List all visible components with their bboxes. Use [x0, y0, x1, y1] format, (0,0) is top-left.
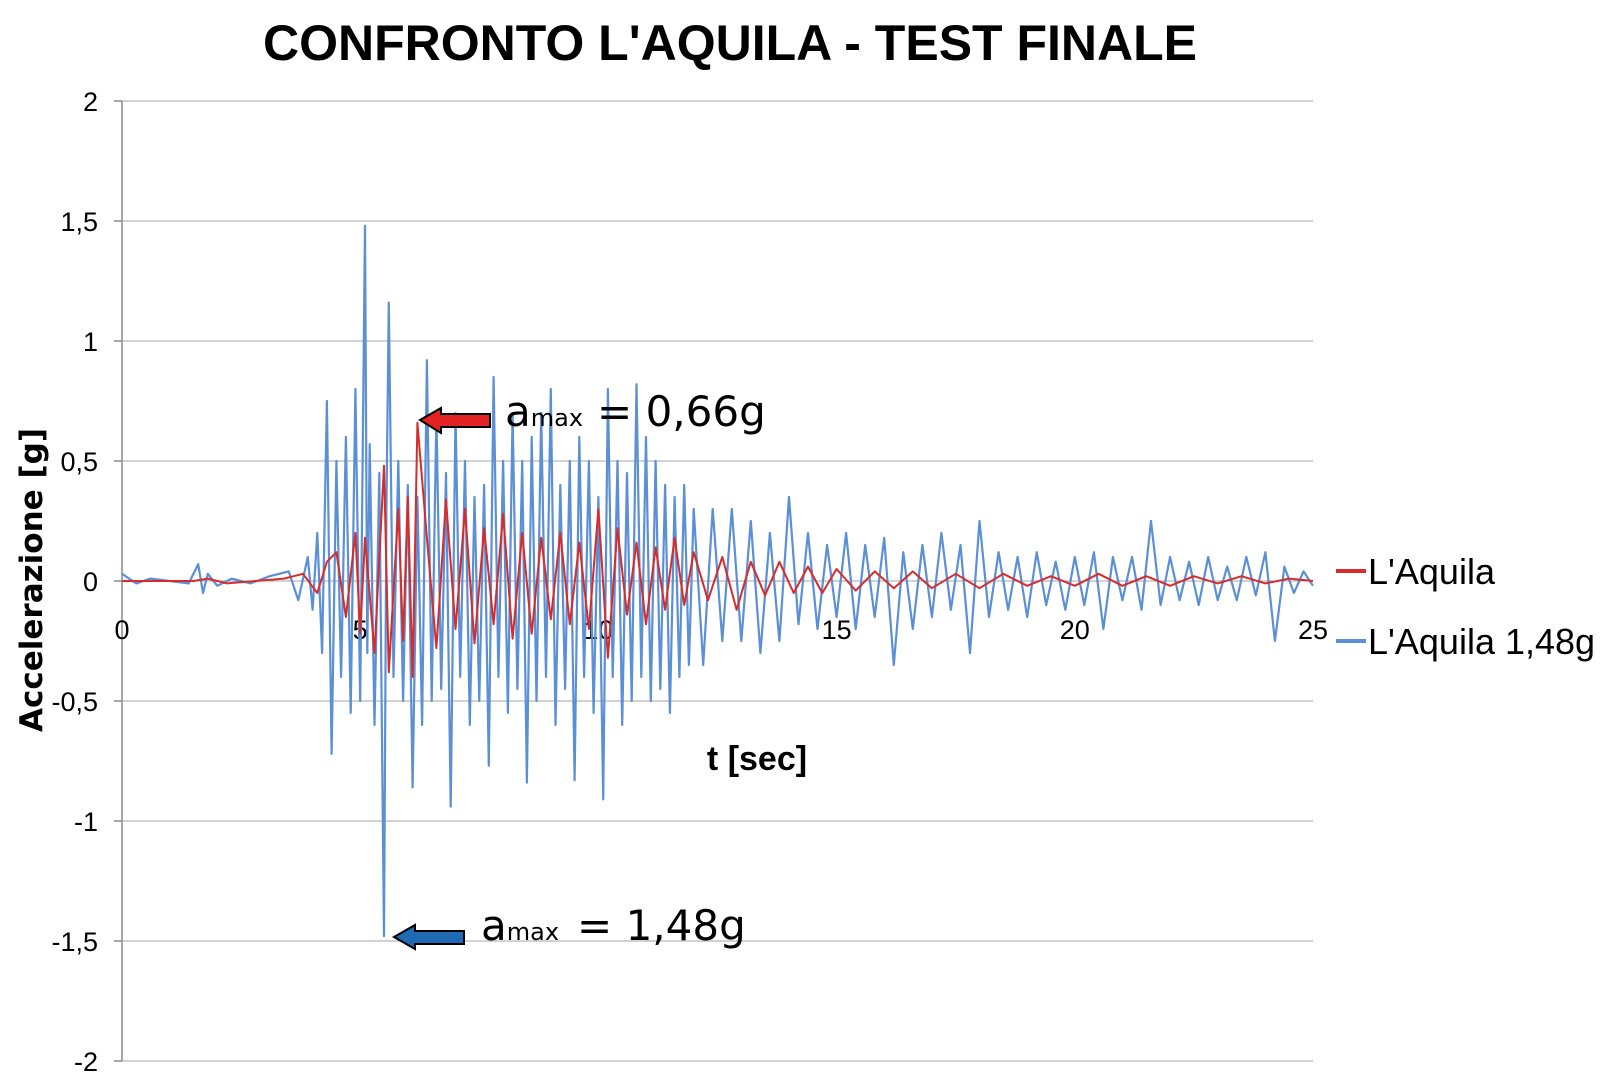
series-lines [121, 224, 1314, 938]
y-tick-label: 0 [83, 567, 98, 597]
y-tick-label: 0,5 [60, 447, 98, 477]
chart-title: CONFRONTO L'AQUILA - TEST FINALE [263, 15, 1197, 71]
arrow-left-icon [418, 406, 491, 435]
annotation-subscript: max [507, 918, 559, 946]
annotation-subscript: max [531, 404, 583, 432]
legend: L'Aquila L'Aquila 1,48g [1336, 551, 1595, 662]
annotation-peak-laquila-148g: amax = 1,48g [391, 901, 746, 951]
annotation-symbol: a [481, 901, 507, 950]
x-axis-label: t [sec] [707, 740, 807, 778]
legend-label-laquila-148g: L'Aquila 1,48g [1368, 621, 1595, 662]
y-tick-label: 1 [83, 327, 98, 357]
annotation-value: = 1,48g [577, 901, 746, 950]
x-tick-label: 15 [822, 615, 852, 645]
y-axis-label: Accelerazione [g] [14, 428, 50, 732]
y-tick-label: -2 [74, 1047, 98, 1077]
y-tick-label: -1 [74, 807, 98, 837]
annotation-peak-laquila: amax = 0,66g [418, 387, 766, 436]
series-line-laquila-148g [121, 224, 1314, 938]
y-tick-label: -1,5 [51, 927, 98, 957]
x-tick-label: 20 [1060, 615, 1090, 645]
annotation-value: = 0,66g [597, 387, 766, 436]
y-tick-label: 2 [83, 87, 98, 117]
y-tick-labels: 2 1,5 1 0,5 0 -0,5 -1 -1,5 -2 [51, 87, 98, 1077]
arrow-left-icon [391, 923, 465, 951]
svg-text:amax= 0,66g: amax = 0,66g [505, 387, 766, 436]
y-tick-label: -0,5 [51, 687, 98, 717]
x-tick-label: 0 [114, 615, 129, 645]
svg-text:amax= 1,48g: amax = 1,48g [481, 901, 746, 950]
annotation-symbol: a [505, 387, 531, 436]
legend-label-laquila: L'Aquila [1368, 551, 1496, 592]
x-tick-label: 25 [1298, 615, 1328, 645]
series-line-laquila [122, 421, 1314, 678]
x-tick-labels: 0 5 10 15 20 25 [114, 615, 1328, 645]
y-tick-label: 1,5 [60, 207, 98, 237]
